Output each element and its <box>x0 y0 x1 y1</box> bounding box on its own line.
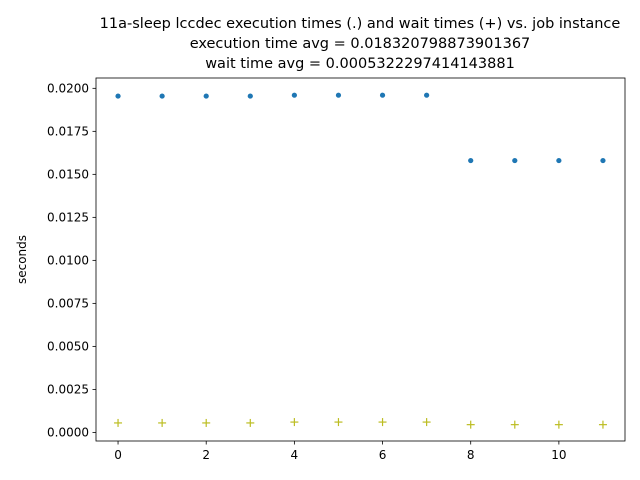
plot-area <box>95 77 626 442</box>
chart-title-line: 11a-sleep lccdec execution times (.) and… <box>100 16 621 32</box>
chart-title: 11a-sleep lccdec execution times (.) and… <box>100 16 621 72</box>
wait-time-point <box>422 418 431 427</box>
x-tick-label: 8 <box>467 448 475 462</box>
y-tick-label: 0.0025 <box>47 383 89 397</box>
execution-time-point <box>159 93 165 99</box>
wait-time-point <box>202 418 211 427</box>
execution-time-point <box>468 157 474 164</box>
y-tick-label: 0.0100 <box>47 254 89 268</box>
x-tick-label: 6 <box>379 448 387 462</box>
data-marks <box>114 92 607 429</box>
wait-time-point <box>246 418 255 427</box>
y-tick-label: 0.0200 <box>47 82 89 96</box>
x-axis: 0 2 4 6 8 10 <box>114 441 567 462</box>
execution-time-point <box>556 157 562 164</box>
y-axis: 0.0000 0.0025 0.0050 0.0075 0.0100 0.0125 0.01… <box>47 82 96 440</box>
chart-title-line: execution time avg = 0.01832079887390136… <box>190 36 531 52</box>
wait-time-point <box>554 420 563 429</box>
y-tick-label: 0.0075 <box>47 297 89 311</box>
execution-time-point <box>335 92 342 98</box>
y-tick-label: 0.0175 <box>47 125 89 139</box>
execution-time-point <box>115 93 121 99</box>
y-tick-label: 0.0050 <box>47 340 89 354</box>
wait-time-point <box>290 418 299 427</box>
execution-time-point <box>424 92 430 98</box>
execution-time-point <box>291 92 297 98</box>
x-tick-label: 2 <box>202 448 210 462</box>
wait-time-point <box>510 420 519 429</box>
wait-time-point <box>158 418 167 427</box>
wait-time-point <box>334 418 343 427</box>
x-tick-label: 10 <box>551 448 566 462</box>
x-tick-label: 0 <box>114 448 122 462</box>
chart-title-line: wait time avg = 0.0005322297414143881 <box>205 56 515 72</box>
wait-time-point <box>466 420 475 429</box>
execution-time-point <box>600 157 606 164</box>
x-tick-label: 4 <box>291 448 299 462</box>
execution-time-point <box>247 93 253 99</box>
y-tick-label: 0.0125 <box>47 211 89 225</box>
wait-time-point <box>378 418 387 427</box>
execution-time-point <box>203 93 209 99</box>
execution-time-point <box>512 157 518 164</box>
y-tick-label: 0.0150 <box>47 168 89 182</box>
execution-time-point <box>379 92 386 98</box>
y-axis-label: seconds <box>15 235 29 284</box>
y-tick-label: 0.0000 <box>47 426 89 440</box>
wait-time-point <box>114 418 123 427</box>
wait-time-point <box>598 420 607 429</box>
